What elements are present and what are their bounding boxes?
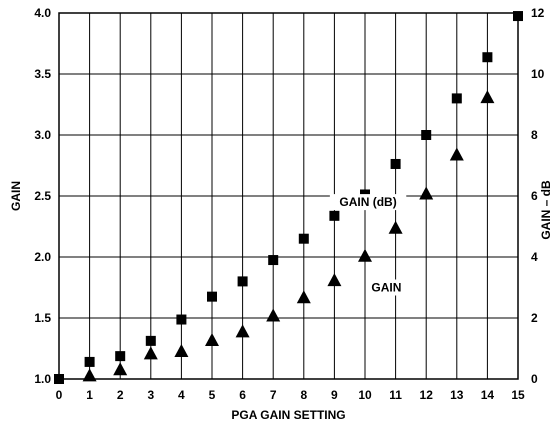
y2-tick-label: 6 [531,189,538,203]
gain-db-marker [84,356,95,367]
y-tick-labels: 1.0 1.5 2.0 2.5 3.0 3.5 4.0 [34,6,51,386]
x-tick-labels: 0 1 2 3 4 5 6 7 8 9 10 11 12 13 14 15 [56,388,525,402]
plot-frame [58,12,519,380]
gain-db-marker [421,130,432,140]
x-axis-title: PGA GAIN SETTING [231,408,345,422]
x-tick-label: 15 [511,388,525,402]
gain-db-marker [145,335,156,346]
y-axis-title: GAIN [9,181,23,211]
gain-marker [327,273,342,287]
gain-marker [266,308,281,322]
gain-marker [235,324,250,338]
y-tick-label: 2.0 [34,250,51,264]
gain-marker [358,248,372,262]
data-markers [54,11,523,384]
x-tick-label: 4 [178,388,185,402]
y2-tick-label: 8 [531,128,538,142]
gain-marker [296,290,311,304]
x-tick-label: 14 [481,388,495,402]
gain-db-marker [482,52,493,63]
y-tick-label: 1.0 [34,372,51,386]
gain-db-marker [390,158,401,169]
gain-db-marker [451,93,462,104]
y2-tick-label: 4 [531,250,538,264]
gain-db-marker [237,276,248,287]
series-annotation: GAIN (dB) [339,195,396,209]
y2-axis-title: GAIN – dB [539,180,553,240]
gain-db-marker [54,374,64,384]
x-tick-label: 1 [86,388,93,402]
gain-db-marker [176,314,187,325]
series-annotation: GAIN [371,281,401,295]
x-tick-label: 0 [56,388,63,402]
gain-db-marker [207,291,217,302]
y2-tick-label: 10 [531,67,545,81]
annotation-background [329,194,407,211]
y2-tick-label: 0 [531,372,538,386]
y-tick-label: 4.0 [34,6,51,20]
annotations: GAIN (dB) GAIN [329,194,407,296]
gain-db-marker [513,11,523,22]
gain-marker [388,220,403,234]
gain-db-marker [115,351,126,362]
annotation-background [367,279,406,296]
x-tick-label: 11 [389,388,402,402]
grid [59,13,518,379]
gain-marker [449,147,464,161]
y2-tick-labels: 0 2 4 6 8 10 12 [531,6,545,386]
gain-marker [174,343,189,357]
x-tick-label: 12 [420,388,434,402]
x-tick-label: 6 [239,388,246,402]
gain-db-marker [268,255,279,266]
x-tick-label: 13 [450,388,464,402]
gain-marker [419,186,434,200]
gain-marker [480,90,495,104]
y-tick-label: 3.0 [34,128,51,142]
x-tick-label: 5 [209,388,216,402]
gain-marker [113,362,128,376]
gain-db-marker [329,210,340,221]
x-tick-label: 3 [147,388,154,402]
gain-db-marker [298,233,309,244]
x-tick-label: 8 [300,388,307,402]
y2-tick-label: 12 [531,6,545,20]
gain-marker [143,346,158,360]
x-tick-label: 2 [117,388,124,402]
x-tick-label: 7 [270,388,277,402]
y-tick-label: 3.5 [34,67,51,81]
gain-marker [82,368,97,382]
y-tick-label: 1.5 [34,311,51,325]
x-tick-label: 10 [358,388,372,402]
gain-marker [205,332,219,346]
y2-tick-label: 2 [531,311,538,325]
y-tick-label: 2.5 [34,189,51,203]
x-tick-label: 9 [331,388,338,402]
